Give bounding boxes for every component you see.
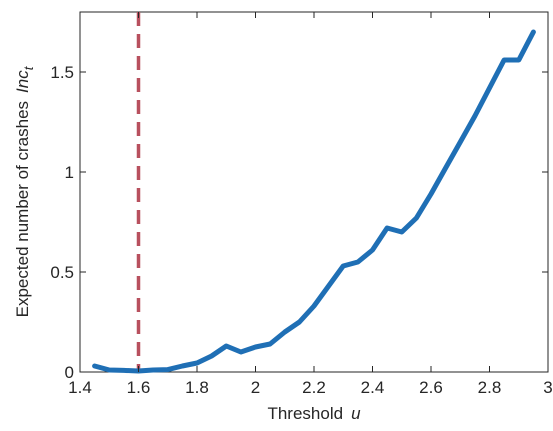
x-axis-label: Threshold u — [267, 404, 361, 423]
plot-frame — [79, 11, 549, 373]
x-tick-label: 2.2 — [302, 378, 326, 397]
x-tick-label: 1.6 — [127, 378, 151, 397]
ticks-layer: 1.4 1.6 1.8 2 2.2 2.4 2.6 2.8 3 0 0.5 1 1.5 — [50, 12, 553, 397]
y-axis-label-text: Expected number of crashes — [13, 101, 32, 317]
series-line — [92, 29, 536, 374]
x-tick-label: 2 — [251, 378, 260, 397]
y-tick-label: 0.5 — [50, 263, 74, 282]
y-axis-label-var: Inc — [13, 70, 32, 93]
y-tick-label: 1 — [65, 163, 74, 182]
x-tick-label: 2.4 — [361, 378, 385, 397]
x-tick-label: 1.8 — [185, 378, 209, 397]
axes — [79, 11, 549, 373]
y-axis-label: Expected number of crashes Inct — [13, 65, 36, 317]
x-tick-label: 3 — [543, 378, 552, 397]
x-tick-label: 2.6 — [419, 378, 443, 397]
x-tick-label: 2.8 — [478, 378, 502, 397]
x-axis-label-var: u — [351, 404, 361, 423]
y-tick-label: 1.5 — [50, 63, 74, 82]
y-tick-label: 0 — [65, 363, 74, 382]
x-axis-label-text: Threshold — [267, 404, 343, 423]
series-layer — [92, 29, 536, 374]
y-axis-label-sub: t — [21, 65, 36, 70]
x-tick-label: 1.4 — [68, 378, 92, 397]
